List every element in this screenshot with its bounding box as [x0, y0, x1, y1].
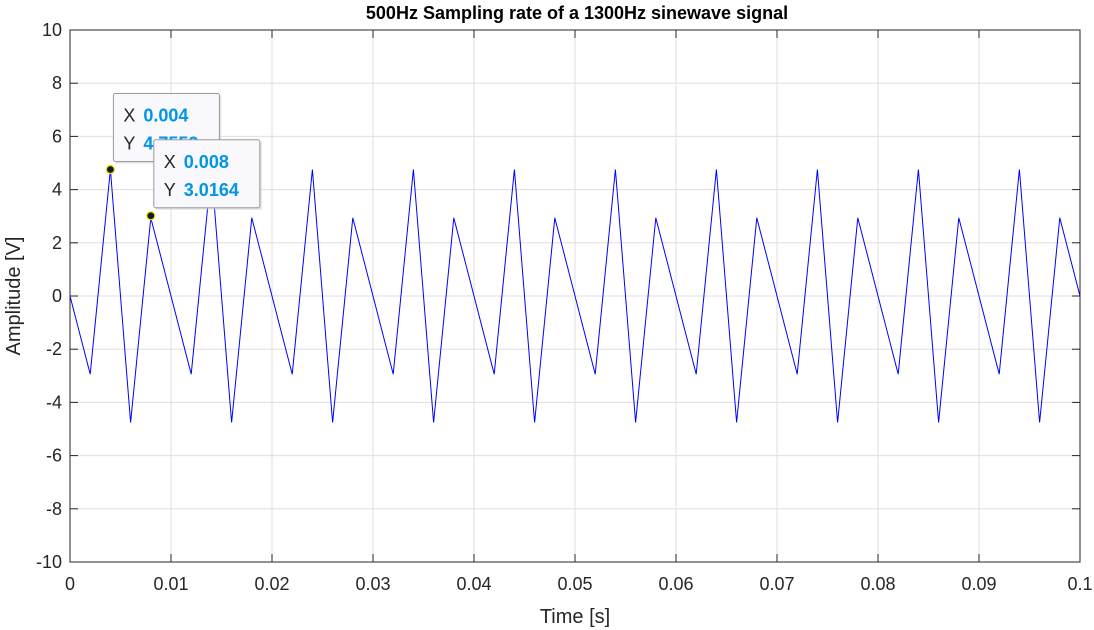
datatip-value: 0.004 [143, 106, 188, 126]
y-tick-label: 4 [52, 180, 62, 200]
x-axis: 0 0.01 0.02 0.03 0.04 0.05 0.06 0.07 0.08 0.09 0.1 [65, 30, 1093, 594]
datatip-axis-label: Y [123, 134, 135, 154]
y-tick-label: 10 [42, 20, 62, 40]
y-tick-label: -4 [46, 392, 62, 412]
y-tick-label: -6 [46, 446, 62, 466]
y-tick-label: -2 [46, 339, 62, 359]
datatip-axis-label: Y [164, 180, 176, 200]
x-tick-label: 0 [65, 574, 75, 594]
x-tick-label: 0.01 [153, 574, 188, 594]
y-tick-label: -10 [36, 552, 62, 572]
datatip-box [153, 139, 261, 209]
series-line [69, 169, 1081, 423]
y-axis: -10 -8 -6 -4 -2 0 2 4 6 8 10 [36, 20, 1080, 572]
y-tick-label: -8 [46, 499, 62, 519]
chart-title: 500Hz Sampling rate of a 1300Hz sinewave… [366, 3, 788, 23]
datatip-marker[interactable] [146, 211, 156, 221]
x-axis-label: Time [s] [540, 606, 610, 628]
x-tick-label: 0.07 [759, 574, 794, 594]
series-lines [69, 169, 1081, 423]
x-tick-label: 0.09 [961, 574, 996, 594]
y-tick-label: 2 [52, 233, 62, 253]
x-tick-label: 0.04 [456, 574, 491, 594]
datatip-value: 3.0164 [184, 180, 239, 200]
datatip-value: 0.008 [184, 152, 229, 172]
y-tick-label: 6 [52, 126, 62, 146]
x-tick-label: 0.05 [557, 574, 592, 594]
y-axis-label: Amplitude [V] [3, 237, 25, 356]
datatip-marker[interactable] [105, 164, 116, 175]
x-tick-label: 0.02 [254, 574, 289, 594]
x-tick-label: 0.06 [658, 574, 693, 594]
y-tick-label: 0 [52, 286, 62, 306]
datatip-axis-label: X [123, 106, 135, 126]
y-tick-label: 8 [52, 73, 62, 93]
datatip-axis-label: X [164, 152, 176, 172]
datatip[interactable]: X 0.008 Y 3.0164 [146, 139, 262, 221]
x-tick-label: 0.08 [860, 574, 895, 594]
x-tick-label: 0.1 [1067, 574, 1092, 594]
x-tick-label: 0.03 [355, 574, 390, 594]
